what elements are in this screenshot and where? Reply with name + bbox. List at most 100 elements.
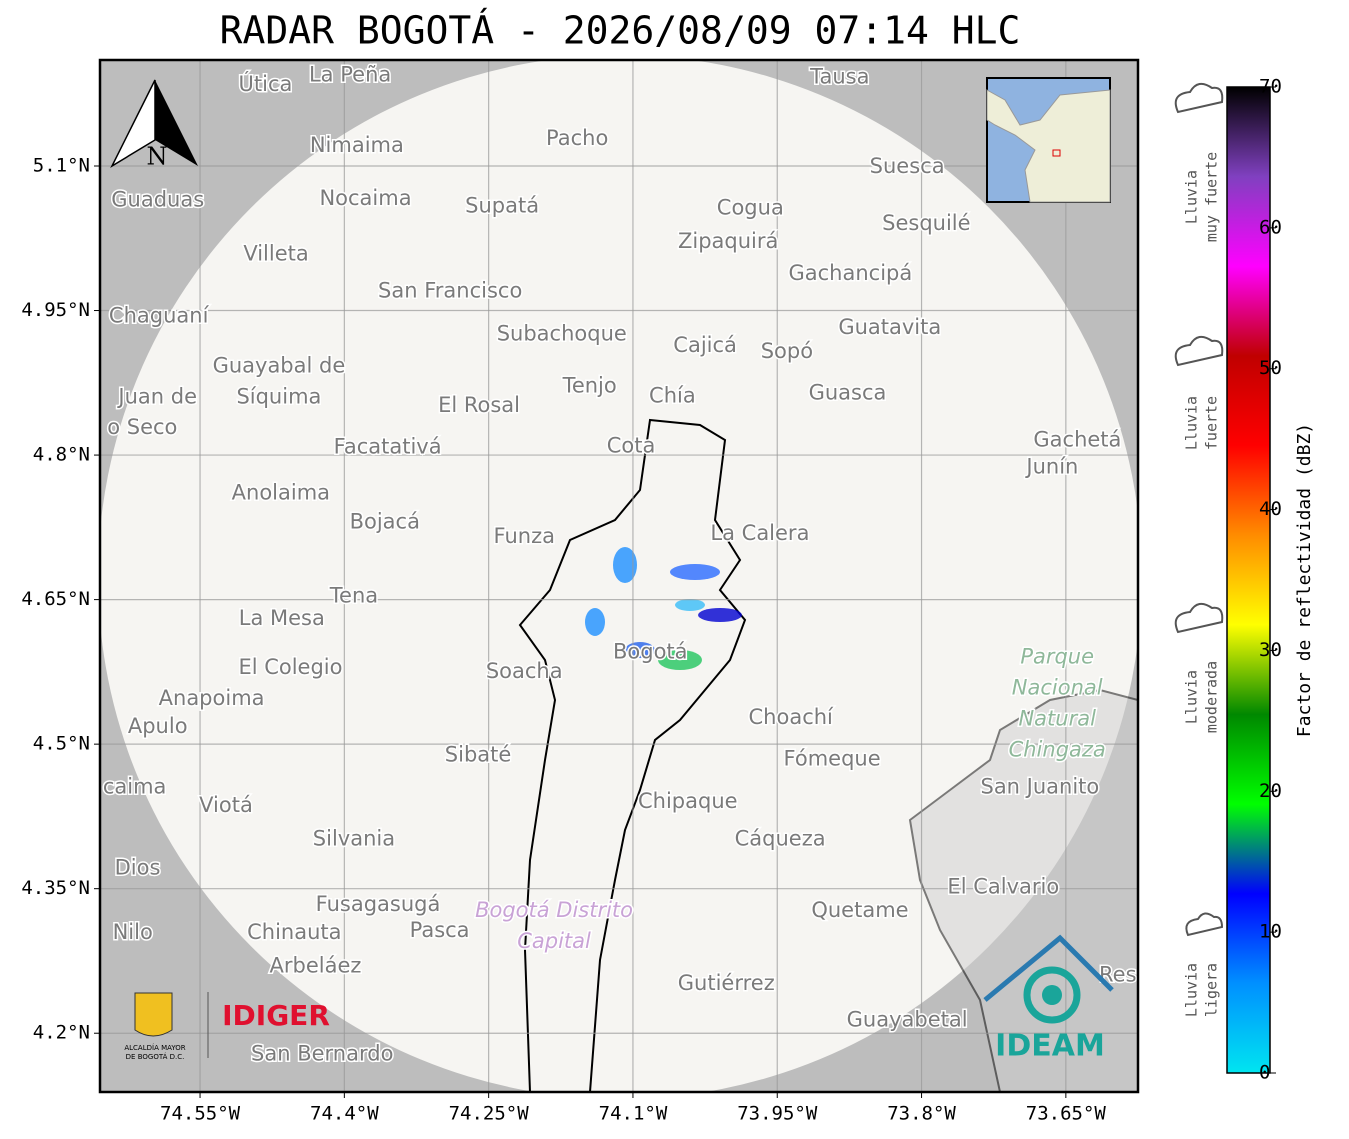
rain-label: Lluvia bbox=[1183, 396, 1201, 450]
place-label: San Bernardo bbox=[251, 1041, 393, 1065]
place-label: Guatavita bbox=[838, 315, 941, 339]
place-label: Supatá bbox=[465, 193, 539, 217]
area-label: Parque bbox=[1020, 644, 1094, 668]
place-label: Chipaque bbox=[638, 789, 738, 813]
area-label: Nacional bbox=[1012, 675, 1103, 699]
district-boundary bbox=[518, 418, 747, 1092]
idiger-logo: IDIGER bbox=[222, 999, 330, 1032]
place-label: Junín bbox=[1024, 455, 1078, 479]
place-label: Nimaima bbox=[310, 133, 404, 157]
echo bbox=[613, 547, 637, 583]
map-frame bbox=[98, 58, 1140, 1094]
colorbar-tick-label: 20 bbox=[1259, 780, 1282, 802]
place-label: Funza bbox=[494, 524, 555, 548]
rain-label: fuerte bbox=[1203, 396, 1221, 450]
place-label: Gachetá bbox=[1033, 428, 1121, 452]
place-label: Fusagasugá bbox=[316, 892, 441, 916]
place-label: Quetame bbox=[811, 898, 908, 922]
colorbar-tick-label: 0 bbox=[1259, 1062, 1270, 1084]
grid bbox=[100, 60, 1138, 1092]
colorbar-tick-label: 50 bbox=[1259, 357, 1282, 379]
axes: 74.55°W 74.4°W 74.25°W 74.1°W 73.95°W 73.8°W 7… bbox=[21, 154, 1106, 1124]
place-label: San Juanito bbox=[980, 775, 1099, 799]
colorbar: Factor de reflectividad (dBZ) 0 10 20 30 40 5… bbox=[1226, 76, 1315, 1084]
colorbar-tick-label: 40 bbox=[1259, 498, 1282, 520]
y-tick-label: 4.65°N bbox=[21, 588, 90, 610]
place-label: Guayabetal bbox=[847, 1008, 968, 1032]
place-label: Chía bbox=[649, 383, 696, 407]
place-label: Pasca bbox=[410, 918, 470, 942]
x-tick-label: 73.95°W bbox=[737, 1103, 818, 1125]
place-label: La Calera bbox=[710, 521, 809, 545]
place-label: Anolaima bbox=[232, 481, 330, 505]
north-label: N bbox=[147, 143, 168, 171]
place-label: El Calvario bbox=[947, 875, 1059, 899]
place-label: Anapoima bbox=[159, 686, 265, 710]
places: Útica La Peña Tausa Pacho Nimaima Guaduas Noca… bbox=[101, 61, 1138, 1067]
logo-ideam: IDEAM bbox=[983, 934, 1114, 1064]
place-label: Viotá bbox=[199, 793, 253, 817]
y-tick-label: 4.35°N bbox=[21, 877, 90, 899]
place-label: Zipaquirá bbox=[678, 229, 778, 253]
rain-label: Lluvia bbox=[1183, 963, 1201, 1017]
echo bbox=[658, 650, 702, 670]
y-tick-label: 4.5°N bbox=[33, 733, 90, 755]
colorbar-tick-label: 30 bbox=[1259, 639, 1282, 661]
rain-label: ligera bbox=[1203, 963, 1221, 1017]
x-tick-label: 74.55°W bbox=[160, 1103, 241, 1125]
place-label: Chinauta bbox=[247, 920, 341, 944]
colorbar-tick-label: 70 bbox=[1259, 76, 1282, 98]
place-label: Silvania bbox=[313, 827, 395, 851]
map-area: Útica La Peña Tausa Pacho Nimaima Guaduas Noca… bbox=[100, 60, 1138, 1092]
place-label: Guayabal de bbox=[213, 353, 346, 377]
place-label: Dios bbox=[115, 855, 161, 879]
place-label: Fómeque bbox=[784, 747, 881, 771]
x-tick-label: 74.25°W bbox=[449, 1103, 530, 1125]
x-tick-label: 74.4°W bbox=[310, 1103, 379, 1125]
rain-label: Lluvia bbox=[1183, 170, 1201, 224]
area-label: Chingaza bbox=[1009, 737, 1106, 761]
place-label: Arbeláez bbox=[270, 954, 362, 978]
echo bbox=[585, 608, 605, 636]
logo-alcaldia: ALCALDÍA MAYOR DE BOGOTÁ D.C. IDIGER bbox=[124, 992, 330, 1061]
x-tick-label: 74.1°W bbox=[599, 1103, 668, 1125]
place-label: Sesquilé bbox=[882, 211, 970, 235]
inset-map bbox=[986, 77, 1111, 203]
place-label: La Peña bbox=[309, 62, 391, 86]
place-label: San Francisco bbox=[378, 278, 522, 302]
place-label: Cajicá bbox=[673, 333, 737, 357]
place-label: Apulo bbox=[128, 714, 188, 738]
region-boundary bbox=[908, 688, 1138, 1092]
y-tick-label: 5.1°N bbox=[33, 154, 90, 176]
place-label: Nilo bbox=[113, 920, 153, 944]
title: RADAR BOGOTÁ - 2026/08/09 07:14 HLC bbox=[220, 9, 1021, 53]
place-label: El Rosal bbox=[438, 393, 520, 417]
place-label: Suesca bbox=[870, 154, 945, 178]
place-label: Choachí bbox=[749, 705, 835, 729]
x-tick-label: 73.8°W bbox=[887, 1103, 956, 1125]
place-label: Gachancipá bbox=[788, 261, 912, 285]
north-arrow: N bbox=[110, 79, 198, 171]
echo bbox=[675, 599, 705, 611]
place-label: Gutiérrez bbox=[678, 971, 775, 995]
y-tick-label: 4.2°N bbox=[33, 1022, 90, 1044]
place-label: Soacha bbox=[486, 659, 563, 683]
y-tick-label: 4.95°N bbox=[21, 299, 90, 321]
x-tick-label: 73.65°W bbox=[1026, 1103, 1107, 1125]
place-label: Bogotá bbox=[613, 640, 688, 664]
place-label: La Mesa bbox=[239, 606, 325, 630]
rain-label: muy fuerte bbox=[1203, 152, 1221, 242]
area-label: Natural bbox=[1018, 706, 1096, 730]
place-label: Cáqueza bbox=[735, 827, 826, 851]
colorbar-gradient bbox=[1226, 86, 1271, 1074]
alcaldia-line: DE BOGOTÁ D.C. bbox=[126, 1052, 185, 1061]
place-label: caima bbox=[103, 775, 167, 799]
place-label: Guasca bbox=[809, 380, 887, 404]
y-tick-label: 4.8°N bbox=[33, 444, 90, 466]
colorbar-tick-label: 10 bbox=[1259, 921, 1282, 943]
place-label: Tenjo bbox=[562, 374, 617, 398]
place-label: Tena bbox=[329, 584, 378, 608]
place-label: Facatativá bbox=[334, 434, 442, 458]
